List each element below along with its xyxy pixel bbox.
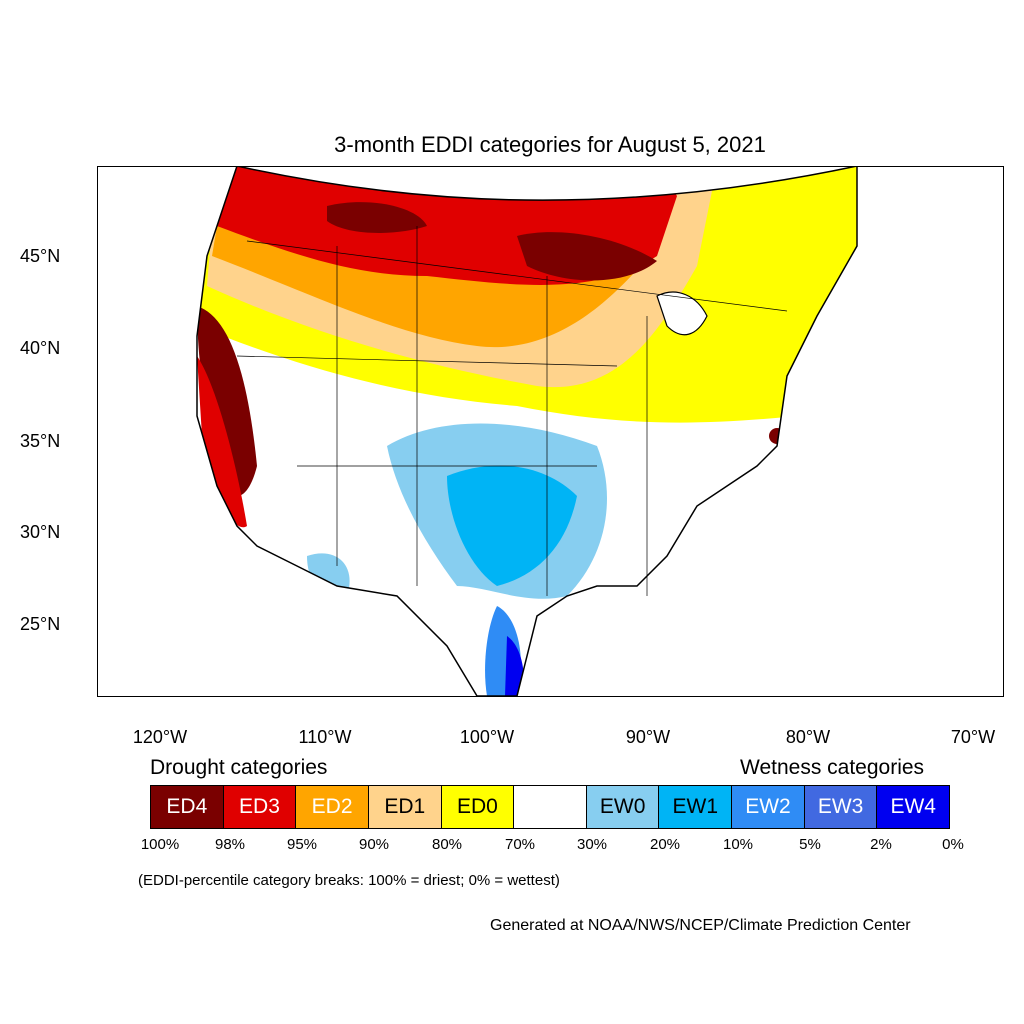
- great-lakes: [656, 291, 708, 336]
- pct-label-10: 10%: [722, 836, 754, 853]
- pct-label-5: 5%: [799, 836, 821, 853]
- legend-label-ed1: ED1: [384, 795, 426, 818]
- pct-label-95: 95%: [286, 836, 318, 853]
- legend-label-ed0: ED0: [456, 795, 498, 818]
- lon-label-80: 80°W: [785, 727, 831, 747]
- lat-label-25: 25°N: [20, 614, 61, 634]
- drought-heading: Drought categories: [150, 756, 328, 779]
- legend-label-ew4: EW4: [890, 795, 936, 818]
- legend-box-ew0: EW0: [586, 786, 660, 828]
- legend-label-ew0: EW0: [599, 795, 646, 818]
- legend-box-ew2: EW2: [732, 786, 805, 828]
- legend-label-ed3: ED3: [239, 795, 280, 818]
- lat-label-45: 45°N: [20, 246, 61, 266]
- wetness-heading: Wetness categories: [740, 756, 925, 779]
- legend-box-ed3: ED3: [223, 786, 297, 828]
- lat-label-30: 30°N: [20, 522, 61, 542]
- lat-label-35: 35°N: [20, 431, 61, 451]
- legend-label-ew3: EW3: [817, 795, 864, 818]
- pct-label-90: 90%: [358, 836, 390, 853]
- lon-label-90: 90°W: [625, 727, 671, 747]
- pct-label-70: 70%: [504, 836, 536, 853]
- pct-label-100: 100%: [140, 836, 180, 853]
- pct-label-80: 80%: [431, 836, 463, 853]
- state-boundaries: [236, 226, 788, 596]
- legend-box-ed2: ED2: [296, 786, 369, 828]
- legend-box-ed1: ED1: [368, 786, 442, 828]
- legend-box-ew1: EW1: [659, 786, 733, 828]
- legend-label-ew2: EW2: [745, 795, 791, 818]
- credit-text: Generated at NOAA/NWS/NCEP/Climate Predi…: [490, 917, 911, 934]
- percentile-note: (EDDI-percentile category breaks: 100% =…: [138, 872, 560, 889]
- pct-label-0: 0%: [942, 836, 964, 853]
- legend-label-ed4: ED4: [166, 795, 208, 818]
- legend-box-ew4: EW4: [877, 786, 950, 828]
- legend-label-ew1: EW1: [672, 795, 719, 818]
- legend-box-neutral: [514, 786, 587, 828]
- eddi-map: [97, 166, 1004, 697]
- us-outline: [196, 166, 858, 697]
- pct-label-98: 98%: [214, 836, 246, 853]
- pct-label-30: 30%: [576, 836, 608, 853]
- pct-label-2: 2%: [870, 836, 892, 853]
- map-title: 3-month EDDI categories for August 5, 20…: [334, 132, 766, 157]
- lon-label-100: 100°W: [459, 727, 515, 747]
- legend-box-ew3: EW3: [804, 786, 878, 828]
- pct-label-20: 20%: [649, 836, 681, 853]
- lon-label-70: 70°W: [950, 727, 996, 747]
- legend-box-ed4: ED4: [151, 786, 224, 828]
- legend-bar: ED4 ED3 ED2 ED1 ED0 EW0 EW1 EW2 EW3 EW4: [150, 785, 950, 829]
- legend-label-ed2: ED2: [311, 795, 353, 818]
- lon-label-110: 110°W: [298, 727, 352, 747]
- lat-label-40: 40°N: [20, 338, 61, 358]
- legend-box-ed0: ED0: [441, 786, 515, 828]
- lon-label-120: 120°W: [132, 727, 188, 747]
